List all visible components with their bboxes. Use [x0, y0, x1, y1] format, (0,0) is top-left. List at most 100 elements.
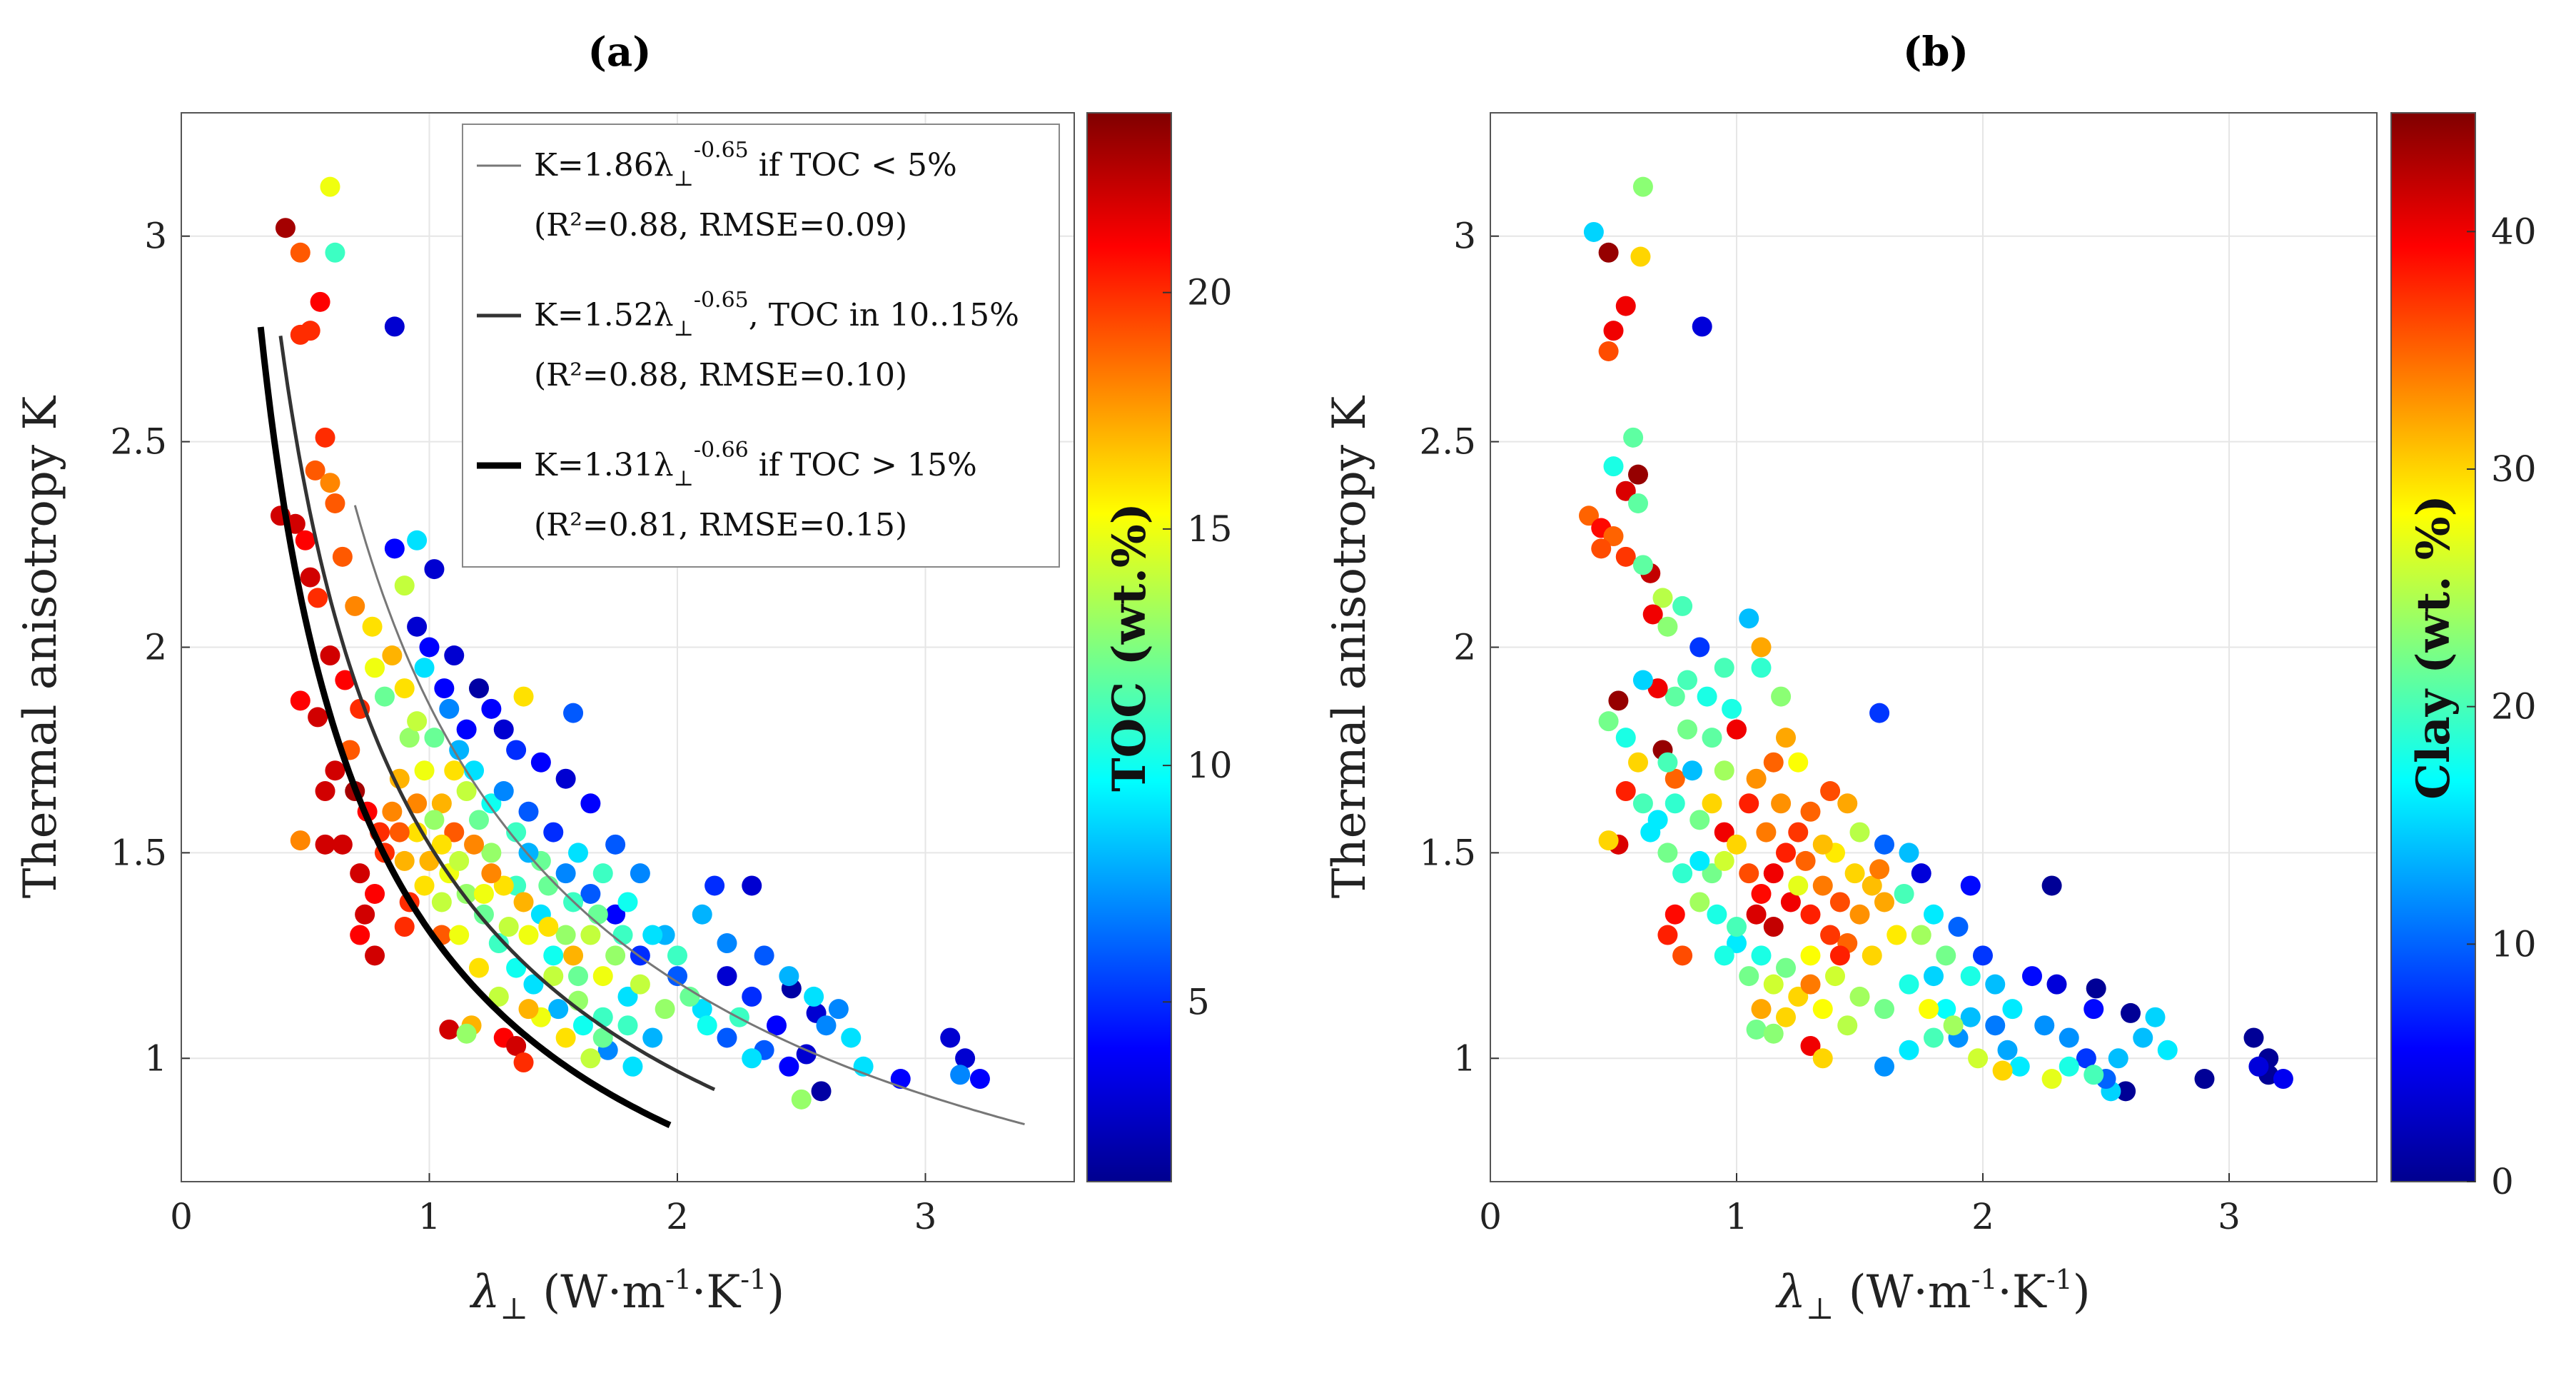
panel-b-data-point	[1960, 875, 1981, 896]
panel-b-data-point	[1702, 793, 1722, 814]
legend-label-superscript: -0.65	[694, 288, 749, 313]
panel-a-data-point	[449, 850, 470, 871]
panel-b-data-point	[1652, 588, 1673, 608]
panel-a: (a) 0 1 2 311.522.53K=1.86λ⊥-0.65 if TOC < …	[14, 29, 1233, 1326]
panel-b-data-point	[1924, 904, 1944, 925]
legend-label-text: K=1.86λ	[534, 147, 674, 183]
panel-a-data-point	[493, 781, 514, 802]
panel-b-data-point	[1776, 1007, 1796, 1027]
panel-b-y-tick-label: 2	[1453, 627, 1476, 668]
panel-b-data-point	[1647, 678, 1668, 699]
x-label-text: (W·m	[528, 1266, 665, 1319]
panel-b-data-point	[1849, 822, 1870, 843]
panel-a-data-point	[563, 703, 584, 723]
panel-a-data-point	[355, 904, 375, 925]
panel-a-legend-stats-3: (R²=0.81, RMSE=0.15)	[534, 507, 907, 543]
panel-b-data-point	[1795, 850, 1816, 871]
panel-a-data-point	[742, 986, 762, 1007]
panel-b-colorbar-tick-label: 10	[2491, 923, 2537, 965]
panel-a-data-point	[506, 1035, 527, 1056]
panel-a-data-point	[414, 875, 435, 896]
x-label-superscript: -1	[1971, 1264, 1998, 1295]
panel-b-data-point	[1702, 863, 1722, 884]
panel-b-data-point	[1936, 999, 1956, 1020]
panel-a-data-point	[568, 843, 588, 863]
panel-b-data-point	[1756, 822, 1777, 843]
panel-a-data-point	[697, 1015, 717, 1036]
panel-a-data-point	[543, 945, 564, 966]
panel-a-data-point	[605, 904, 626, 925]
panel-b-data-point	[1630, 246, 1651, 267]
panel-b-data-point	[1997, 1040, 2018, 1060]
panel-a-data-point	[419, 850, 440, 871]
panel-a-data-point	[667, 945, 687, 966]
panel-b-data-point	[1763, 863, 1784, 884]
panel-a-data-point	[506, 740, 527, 760]
panel-a-legend-box	[462, 124, 1060, 568]
panel-b-data-point	[1869, 859, 1890, 880]
panel-a-data-point	[580, 1048, 601, 1069]
panel-b-data-point	[1598, 341, 1619, 361]
panel-b-data-point	[1628, 464, 1648, 485]
panel-a-data-point	[555, 1027, 576, 1048]
legend-label-subscript: ⊥	[674, 316, 694, 341]
panel-b-data-point	[1788, 875, 1809, 896]
panel-a-data-point	[389, 822, 410, 843]
panel-a-data-point	[617, 1015, 638, 1036]
panel-a-data-point	[290, 690, 310, 711]
panel-a-data-point	[796, 1044, 817, 1065]
panel-b-data-point	[1899, 974, 1919, 995]
panel-a-fit-curves	[257, 326, 1025, 1128]
panel-b-data-point	[1849, 986, 1870, 1007]
x-label-text: ·K	[1998, 1266, 2047, 1319]
panel-a-data-point	[320, 176, 340, 197]
panel-a-data-point	[513, 686, 534, 707]
panel-b-data-point	[1886, 925, 1907, 945]
panel-a-data-point	[365, 883, 385, 904]
legend-label-text: , TOC in 10..15%	[749, 297, 1019, 333]
panel-b-data-point	[2121, 1002, 2141, 1023]
legend-label-text: if TOC > 15%	[749, 447, 977, 483]
panel-a-data-point	[394, 575, 415, 596]
panel-a-data-point	[407, 530, 428, 550]
panel-b-data-point	[1583, 221, 1604, 242]
panel-b-colorbar-tick-label: 40	[2491, 211, 2537, 252]
panel-b-data-point	[1788, 752, 1809, 773]
panel-b-x-tick-label: 3	[2218, 1196, 2241, 1237]
panel-b-data-point	[1682, 760, 1702, 781]
panel-b-data-point	[1751, 999, 1772, 1020]
panel-a-data-point	[315, 427, 335, 448]
panel-a-data-point	[580, 925, 601, 945]
panel-a-data-point	[592, 966, 613, 987]
panel-b-data-point	[1727, 933, 1747, 954]
panel-a-y-tick-label: 1.5	[110, 832, 167, 873]
panel-b-colorbar-tick-label: 30	[2491, 448, 2537, 490]
panel-a-data-point	[568, 966, 588, 987]
x-label-symbol: λ	[1774, 1266, 1806, 1319]
panel-b-y-tick-label: 3	[1453, 216, 1476, 257]
panel-a-data-point	[469, 810, 489, 830]
panel-a-y-tick-label: 2.5	[110, 421, 167, 463]
panel-a-data-point	[414, 760, 435, 781]
panel-b-data-point	[1642, 604, 1663, 625]
panel-b-x-tick-label: 1	[1725, 1196, 1748, 1237]
panel-a-axes-border	[181, 112, 1075, 1182]
panel-b-x-tick-label: 0	[1479, 1196, 1502, 1237]
panel-a-x-tick-label: 3	[914, 1196, 937, 1237]
panel-a-y-tick-label: 1	[144, 1037, 167, 1079]
panel-a-data-point	[498, 917, 519, 937]
panel-a-data-point	[473, 883, 494, 904]
panel-a-data-point	[828, 999, 849, 1020]
panel-b-colorbar-label: Clay (wt. %)	[2407, 495, 2460, 800]
panel-a-data-point	[667, 966, 687, 987]
panel-a-data-point	[506, 822, 527, 843]
panel-a-data-point	[469, 678, 489, 699]
panel-b-data-point	[2273, 1069, 2293, 1090]
panel-a-data-point	[456, 719, 477, 740]
panel-b-data-point	[1829, 945, 1850, 966]
panel-b-data-point	[1665, 768, 1685, 789]
panel-b-scatter-points	[1579, 176, 2293, 1102]
panel-a-data-point	[407, 616, 428, 637]
panel-b-data-point	[2145, 1007, 2166, 1027]
